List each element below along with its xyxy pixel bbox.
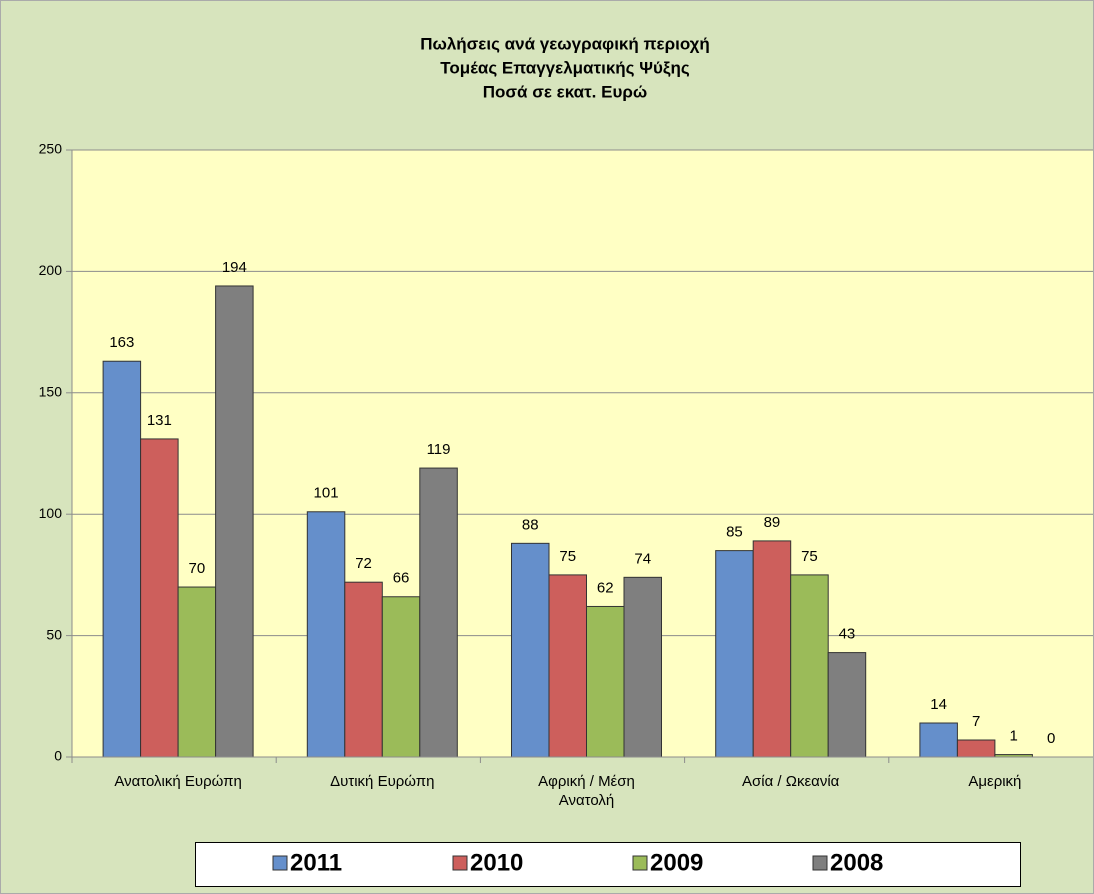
bar	[790, 574, 829, 758]
bar	[344, 581, 383, 758]
bar	[752, 540, 792, 758]
legend-label: 2009	[650, 849, 703, 876]
legend-label: 2011	[290, 849, 342, 876]
bar	[419, 467, 458, 758]
data-label: 62	[597, 579, 614, 596]
data-label: 75	[801, 548, 818, 565]
data-label: 101	[314, 485, 339, 502]
y-tick-label: 150	[39, 384, 63, 400]
y-tick-label: 0	[54, 748, 62, 764]
x-tick-label: Ασία / Ωκεανία	[742, 773, 840, 790]
y-tick-label: 50	[46, 626, 62, 642]
data-label: 119	[427, 441, 451, 458]
bar	[215, 285, 254, 758]
y-tick-label: 250	[39, 141, 63, 157]
bar	[956, 739, 996, 758]
data-label: 74	[634, 550, 651, 567]
data-label: 194	[222, 259, 247, 276]
data-label: 85	[726, 524, 743, 541]
data-label: 1	[1009, 728, 1017, 745]
data-label: 70	[189, 560, 206, 577]
bar	[177, 586, 217, 758]
data-label: 66	[393, 570, 410, 587]
x-tick-label: Αμερική	[968, 773, 1022, 790]
data-label: 89	[764, 514, 781, 531]
data-label: 7	[972, 713, 980, 730]
legend-swatch	[812, 855, 828, 871]
legend-label: 2008	[830, 849, 883, 876]
x-tick-label: Αφρική / Μέση Ανατολή	[538, 773, 635, 809]
bar	[586, 605, 625, 758]
bar	[548, 574, 587, 758]
data-label: 163	[109, 334, 134, 351]
x-tick-label: Δυτική Ευρώπη	[330, 773, 435, 790]
legend	[195, 842, 1021, 887]
bar	[102, 360, 142, 758]
data-label: 72	[355, 555, 372, 572]
bar	[827, 652, 867, 758]
bar	[140, 438, 179, 758]
data-label: 0	[1047, 730, 1055, 747]
y-tick-label: 200	[39, 262, 63, 278]
bar	[511, 542, 550, 758]
bar	[306, 511, 346, 758]
chart-title: Ποσά σε εκατ. Ευρώ	[483, 82, 647, 101]
bar	[715, 550, 754, 758]
data-label: 43	[839, 626, 856, 643]
legend-label: 2010	[470, 849, 523, 876]
bar	[623, 576, 662, 758]
chart-title: Τομέας Επαγγελματικής Ψύξης	[440, 58, 690, 77]
data-label: 75	[559, 548, 576, 565]
chart-title: Πωλήσεις ανά γεωγραφική περιοχή	[420, 34, 710, 53]
x-tick-label: Ανατολική Ευρώπη	[114, 773, 242, 790]
legend-swatch	[272, 855, 288, 871]
data-label: 14	[930, 696, 947, 713]
legend-swatch	[452, 855, 468, 871]
bar	[381, 596, 421, 758]
legend-swatch	[632, 855, 648, 871]
y-tick-label: 100	[39, 505, 63, 521]
data-label: 88	[522, 516, 539, 533]
data-label: 131	[147, 412, 172, 429]
bar	[919, 722, 958, 758]
